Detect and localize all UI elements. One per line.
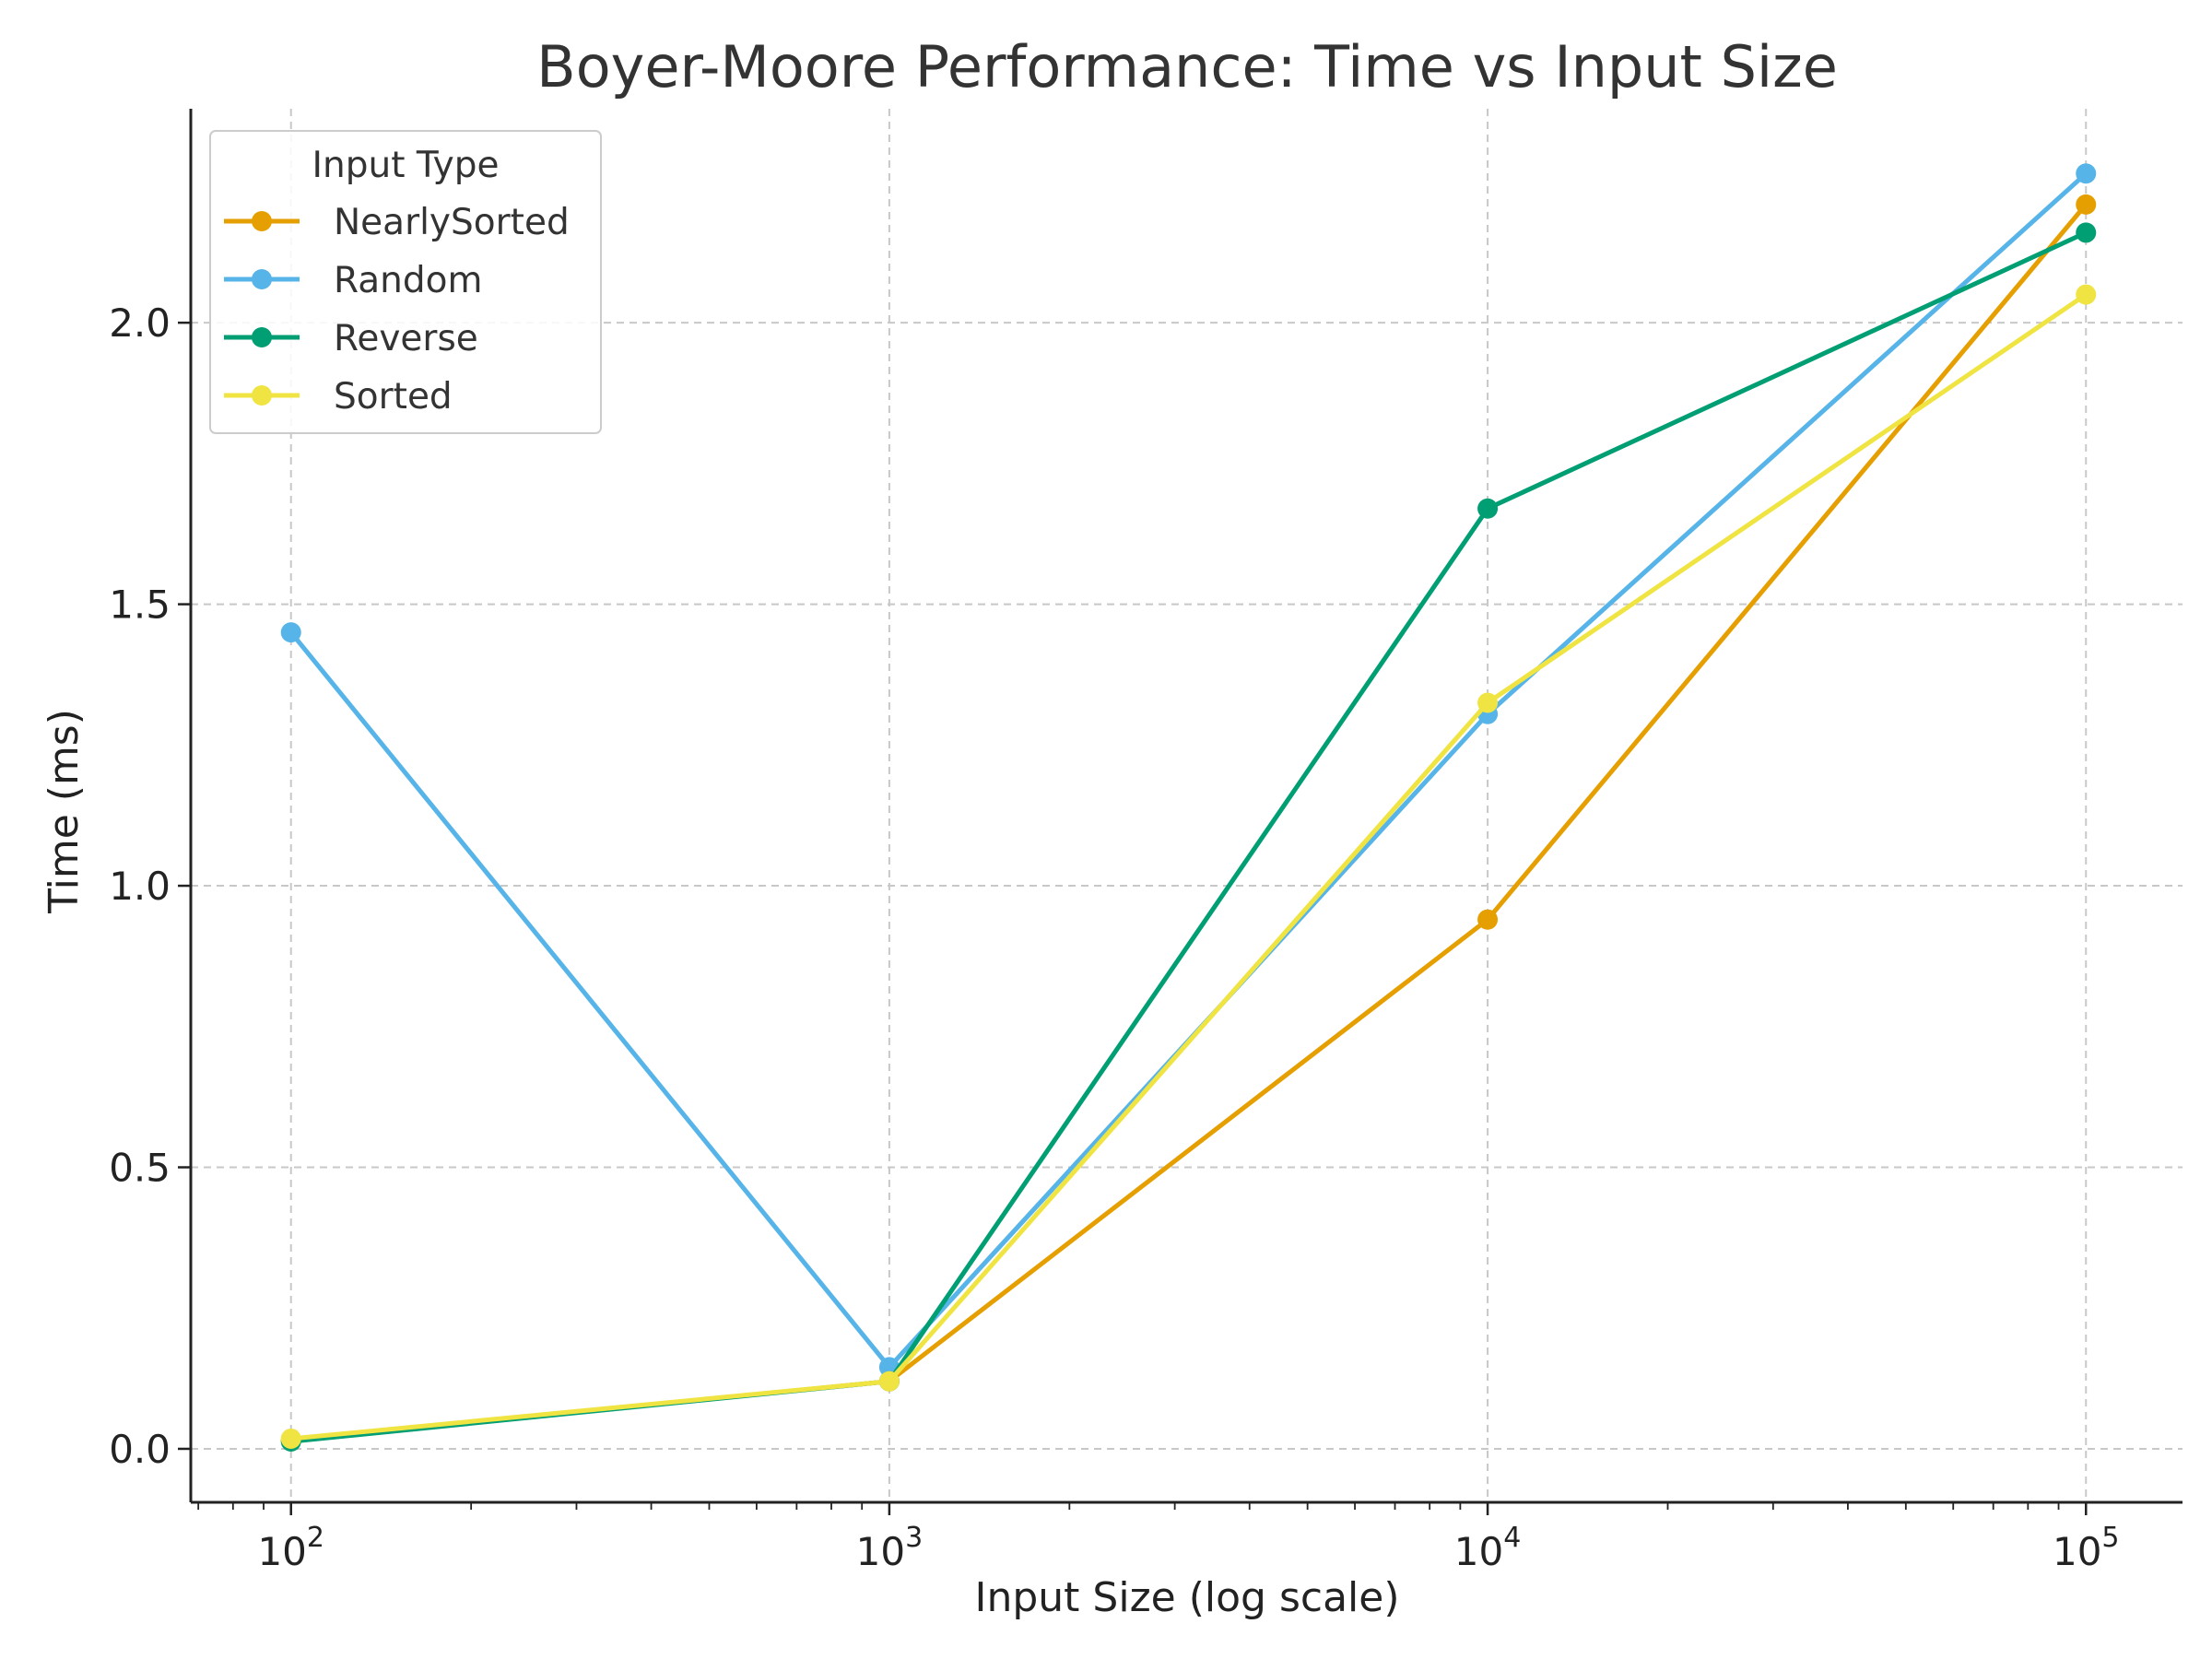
data-point-nearlysorted (2076, 194, 2097, 215)
legend-item-nearlysorted: NearlySorted (224, 202, 570, 243)
legend-item-random: Random (224, 260, 482, 301)
series-layer (280, 163, 2097, 1453)
legend-marker-random (252, 269, 272, 289)
x-axis-label: Input Size (log scale) (975, 1574, 1400, 1621)
legend-box (209, 130, 602, 434)
data-point-sorted (878, 1371, 900, 1392)
legend: Input Type NearlySorted Random Reverse Sort… (209, 130, 602, 434)
data-point-sorted (1477, 692, 1499, 713)
data-point-random (2076, 163, 2097, 184)
legend-label-random: Random (334, 260, 482, 301)
legend-item-reverse: Reverse (224, 318, 478, 359)
y-tick-label: 0.5 (109, 1146, 171, 1191)
x-tick-label: 105 (2053, 1522, 2120, 1574)
legend-items: NearlySorted Random Reverse Sorted (224, 202, 570, 418)
y-tick-label: 1.5 (109, 582, 171, 628)
legend-label-nearlysorted: NearlySorted (334, 202, 570, 243)
y-tick-label: 0.0 (109, 1427, 171, 1472)
legend-label-sorted: Sorted (334, 376, 453, 418)
grid (191, 109, 2183, 1502)
x-tick-label: 104 (1454, 1522, 1522, 1574)
x-tick-label: 102 (257, 1522, 324, 1574)
axes (189, 109, 2183, 1504)
series-line-sorted (288, 292, 2088, 1441)
y-tick-label: 1.0 (109, 864, 171, 909)
ticks: 102 103 104 105 0.0 0.5 1.0 1.5 2.0 (109, 300, 2119, 1574)
legend-marker-nearlysorted (252, 211, 272, 231)
data-point-sorted (2076, 284, 2097, 305)
data-point-random (280, 622, 301, 643)
data-point-reverse (2076, 222, 2097, 243)
x-tick-label: 103 (856, 1522, 924, 1574)
legend-title: Input Type (312, 145, 500, 186)
y-tick-label: 2.0 (109, 300, 171, 346)
y-axis-label: Time (ms) (41, 709, 88, 914)
series-sorted (280, 284, 2097, 1449)
chart-title: Boyer-Moore Performance: Time vs Input S… (536, 33, 1838, 100)
legend-label-reverse: Reverse (334, 318, 478, 359)
legend-marker-sorted (252, 385, 272, 406)
data-point-reverse (1477, 498, 1499, 519)
data-point-nearlysorted (1477, 909, 1499, 930)
legend-item-sorted: Sorted (224, 376, 453, 418)
legend-marker-reverse (252, 327, 272, 347)
data-point-sorted (280, 1428, 301, 1449)
